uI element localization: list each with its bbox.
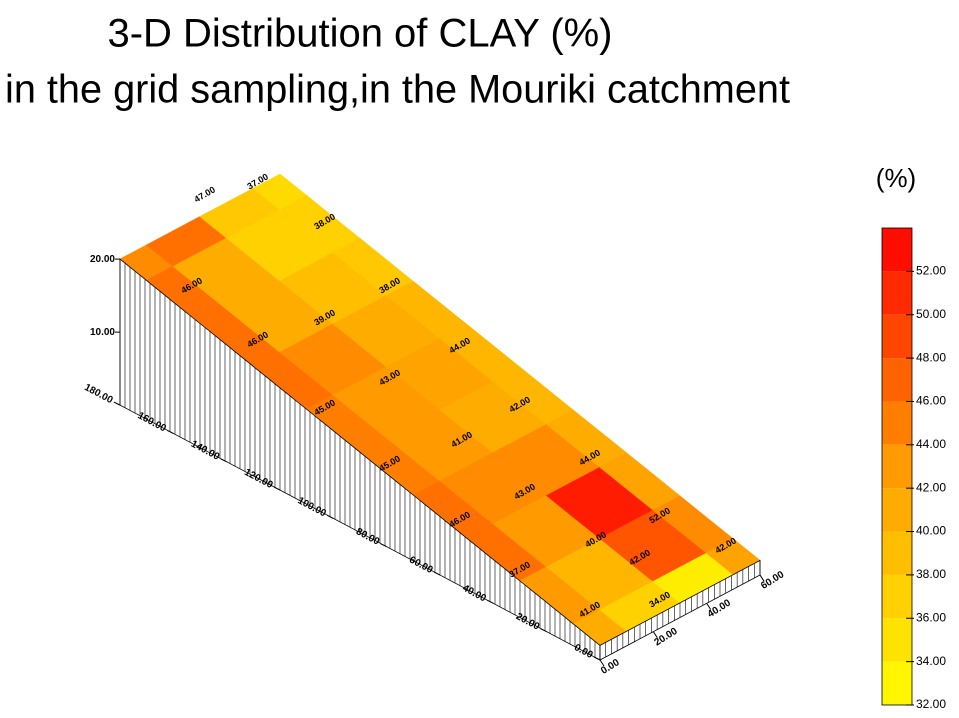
colorbar-band <box>882 314 912 359</box>
y-tick <box>599 659 605 667</box>
x-tick <box>273 486 281 491</box>
colorbar-tick-label: 36.00 <box>916 610 946 624</box>
colorbar-title: (%) <box>876 163 916 193</box>
colorbar-band <box>882 661 912 705</box>
y-tick-label: 60.00 <box>759 569 786 592</box>
colorbar-tick-label: 52.00 <box>916 264 946 278</box>
colorbar-band <box>882 618 912 662</box>
x-tick <box>327 514 334 519</box>
colorbar-tick-label: 44.00 <box>916 437 946 451</box>
x-tick <box>433 571 441 576</box>
colorbar-tick-label: 50.00 <box>916 307 946 321</box>
colorbar-band <box>882 271 912 315</box>
x-tick <box>167 429 174 434</box>
colorbar-tick-label: 42.00 <box>916 480 946 494</box>
chart-subtitle: in the grid sampling,in the Mouriki catc… <box>5 68 790 112</box>
colorbar-tick-label: 34.00 <box>916 654 946 668</box>
colorbar-band <box>882 228 912 272</box>
x-tick <box>113 401 121 406</box>
colorbar-tick-label: 46.00 <box>916 394 946 408</box>
y-tick-label: 0.00 <box>599 657 622 677</box>
colorbar-band <box>882 358 912 402</box>
y-tick <box>652 631 658 638</box>
colorbar: 32.00 34.00 36.00 38.00 40.00 42.00 44.00 46.00… <box>881 227 946 711</box>
colorbar-frame <box>881 227 913 706</box>
surface <box>119 173 761 646</box>
chart-title: 3-D Distribution of CLAY (%) <box>108 12 613 56</box>
colorbar-tick-label: 48.00 <box>916 350 946 364</box>
y-tick <box>759 574 765 582</box>
colorbar-tick-label: 32.00 <box>916 697 946 711</box>
colorbar-band <box>882 401 912 445</box>
x-tick <box>220 458 227 463</box>
y-tick <box>706 603 712 610</box>
z-tick-label: 20.00 <box>90 254 115 265</box>
x-tick <box>380 543 387 548</box>
colorbar-band <box>882 444 912 489</box>
colorbar-band <box>882 574 912 619</box>
walls <box>119 258 761 661</box>
x-tick <box>593 656 601 661</box>
x-tick <box>540 628 547 633</box>
x-tick-label: 180.00 <box>82 382 115 406</box>
colorbar-tick-label: 38.00 <box>916 567 946 581</box>
colorbar-band <box>882 531 912 575</box>
contour-label: 47.00 <box>192 184 217 204</box>
colorbar-band <box>882 488 912 532</box>
z-tick-label: 10.00 <box>90 327 115 338</box>
colorbar-tick-label: 40.00 <box>916 524 946 538</box>
x-tick <box>487 599 494 604</box>
